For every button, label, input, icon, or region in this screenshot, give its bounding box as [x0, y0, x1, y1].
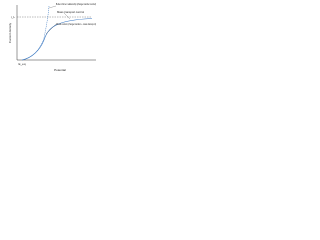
leader-line	[45, 23, 57, 35]
origin-label: E_eq	[18, 62, 25, 66]
background	[0, 0, 100, 75]
x-axis-label: Potential	[54, 68, 66, 72]
diagram: Current density Potential i_L E_eq Butle…	[0, 0, 100, 75]
annotation: Butler-Volmer relationship (charge trans…	[56, 2, 96, 6]
annotation: Mixed control (charge transfer + mass tr…	[56, 22, 96, 26]
y-axis-label: Current density	[8, 22, 12, 43]
annotation: Mass transport control	[57, 10, 84, 14]
limit-label: i_L	[11, 15, 16, 19]
current-curve	[21, 18, 93, 61]
leader-line	[63, 12, 71, 20]
leader-line	[48, 5, 57, 9]
